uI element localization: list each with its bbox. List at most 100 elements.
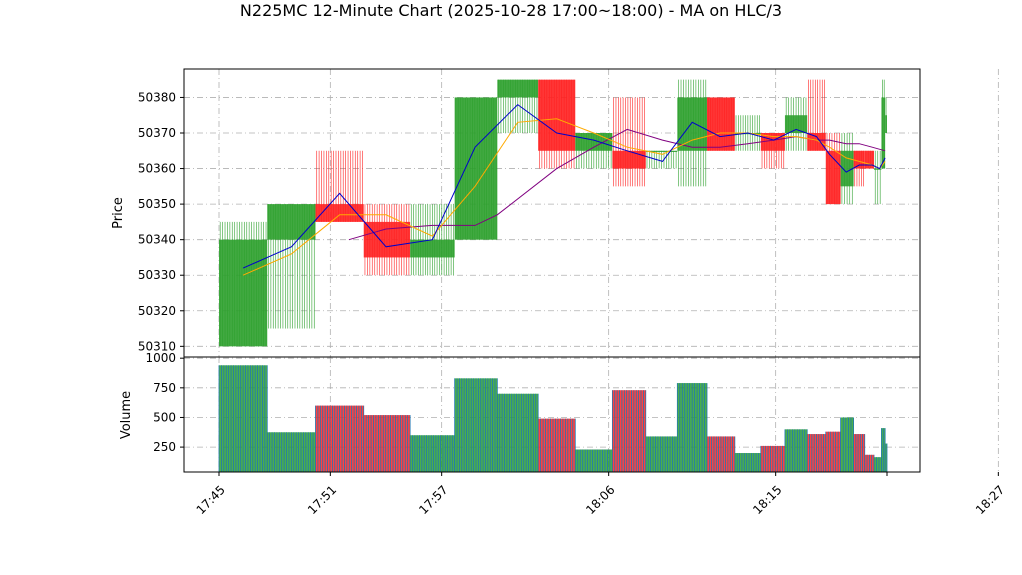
candle-up [840, 133, 854, 205]
volume-bar [266, 432, 316, 472]
volume-bar [864, 454, 875, 472]
candle-body [454, 97, 498, 240]
ma-short-line [242, 103, 886, 269]
volume-panel: 250 500 750 1000 Volume [119, 351, 999, 473]
candle-body [807, 133, 826, 151]
volume-bar [734, 453, 762, 472]
candle-body [497, 79, 539, 98]
candle-up [267, 204, 316, 329]
volume-bar [645, 436, 678, 472]
volume-bar-fill [734, 453, 761, 472]
volume-bar [611, 390, 647, 472]
volume-bar [537, 418, 576, 472]
volume-bar [884, 443, 888, 472]
volume-tick-label: 500 [153, 410, 176, 424]
candle-body [885, 115, 887, 133]
price-tick-label: 50320 [138, 304, 176, 318]
volume-bar [574, 449, 613, 472]
volume-bar [706, 436, 736, 472]
candle-up [645, 150, 678, 169]
volume-bar [409, 435, 456, 472]
candle-up [454, 97, 498, 240]
volume-bar [218, 365, 268, 472]
volume-bars [218, 365, 888, 472]
candle-body [864, 150, 875, 169]
volume-bar [784, 429, 808, 472]
candle-body [219, 239, 268, 347]
price-tick-label: 50380 [138, 90, 176, 104]
candle-down [707, 97, 735, 151]
candle-body [410, 239, 455, 258]
volume-bar-fill [645, 436, 678, 472]
volume-frame [183, 356, 921, 473]
candle-up [784, 97, 808, 151]
candle-body [612, 150, 646, 169]
candle-down [538, 79, 576, 169]
volume-tick-label: 1000 [145, 351, 176, 365]
candle-up [219, 221, 268, 347]
volume-bar [853, 434, 866, 472]
volume-bar [760, 445, 786, 472]
volume-y-ticks: 250 500 750 1000 [145, 351, 184, 454]
price-tick-label: 50340 [138, 233, 176, 247]
candle-down [864, 150, 875, 169]
candle-body [575, 133, 613, 151]
candle-body [853, 150, 865, 169]
candle-down [315, 150, 364, 222]
price-tick-label: 50330 [138, 268, 176, 282]
candle-up [885, 97, 887, 133]
volume-bar-fill [784, 429, 808, 472]
volume-bar [873, 457, 882, 472]
volume-bar [363, 415, 411, 472]
candle-body [538, 79, 576, 151]
price-y-ticks: 50310 50320 50330 50340 50350 50360 50370 50380 [138, 90, 184, 353]
candle-body [315, 204, 364, 222]
volume-bar-fill [363, 415, 411, 472]
price-tick-label: 50360 [138, 162, 176, 176]
volume-bar [676, 383, 708, 472]
volume-bar [881, 428, 886, 472]
candle-body [734, 133, 761, 135]
candle-body [825, 150, 841, 205]
candle-body [707, 97, 735, 151]
volume-bar-fill [538, 418, 576, 472]
volume-bar [840, 417, 854, 472]
moving-averages [242, 103, 886, 276]
volume-bar-fill [853, 434, 865, 472]
candle-body [267, 204, 316, 240]
candle-body [784, 115, 808, 133]
price-axis-label: Price [111, 197, 126, 229]
candle-body [645, 150, 678, 152]
candle-body [840, 150, 854, 187]
price-panel: 50310 50320 50330 50340 50350 50360 50370 50380… [111, 68, 999, 358]
volume-bar [806, 434, 827, 472]
volume-bar [315, 405, 365, 472]
volume-bar [825, 431, 842, 472]
volume-tick-label: 750 [153, 381, 176, 395]
candle-down [853, 150, 865, 187]
price-tick-label: 50370 [138, 126, 176, 140]
volume-bar-fill [874, 457, 882, 472]
candle-up [881, 79, 886, 169]
chart-title: N225MC 12-Minute Chart (2025-10-28 17:00… [240, 1, 782, 20]
candle-up [677, 79, 708, 187]
candle-down [807, 79, 826, 151]
candle-down [825, 133, 841, 205]
price-candles [219, 79, 887, 347]
volume-bar [454, 378, 498, 472]
price-tick-label: 50350 [138, 197, 176, 211]
candle-body [874, 168, 882, 170]
ma-mid-line [242, 118, 886, 276]
price-tick-label: 50310 [138, 339, 176, 353]
candle-body [677, 97, 708, 151]
volume-axis-label: Volume [119, 391, 134, 439]
volume-bar-fill [575, 449, 613, 472]
ma-long-line [348, 128, 886, 241]
volume-bar-fill [840, 417, 854, 472]
volume-tick-label: 250 [153, 440, 176, 454]
candle-body [881, 97, 886, 169]
volume-bar-fill [497, 393, 539, 472]
volume-bar-fill [885, 443, 887, 472]
candle-up [497, 79, 539, 133]
